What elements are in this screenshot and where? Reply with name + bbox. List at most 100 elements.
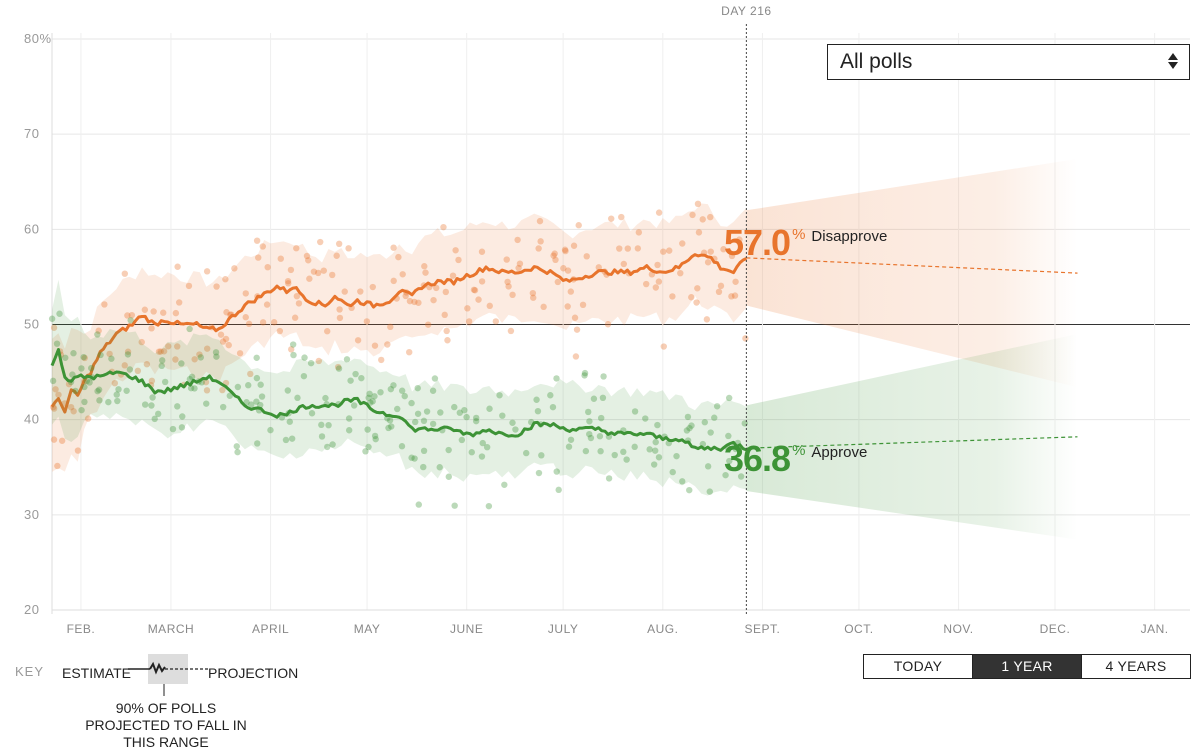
- approve-poll-dot: [86, 379, 93, 386]
- approve-poll-dot: [371, 393, 378, 400]
- range-4-years-button[interactable]: 4 YEARS: [1081, 655, 1190, 678]
- approve-poll-dot: [473, 414, 480, 422]
- approve-poll-dot: [49, 377, 57, 385]
- approve-poll-dot: [553, 468, 560, 475]
- disapprove-poll-dot: [225, 341, 232, 349]
- disapprove-poll-dot: [203, 387, 211, 394]
- approve-poll-dot: [722, 471, 729, 479]
- approve-poll-dot: [567, 436, 575, 443]
- approve-poll-dot: [437, 409, 444, 416]
- disapprove-poll-dot: [564, 267, 572, 274]
- disapprove-poll-dot: [433, 284, 440, 292]
- approve-poll-dot: [704, 463, 712, 470]
- approve-poll-dot: [620, 448, 627, 456]
- approve-poll-dot: [83, 377, 91, 385]
- approve-poll-dot: [420, 417, 428, 425]
- approve-poll-dot: [483, 443, 491, 451]
- disapprove-poll-dot: [390, 277, 397, 285]
- disapprove-poll-dot: [688, 294, 695, 301]
- disapprove-poll-dot: [247, 370, 254, 378]
- approve-poll-dot: [169, 425, 177, 433]
- poll-filter-value: All polls: [840, 50, 913, 73]
- disapprove-poll-dot: [430, 296, 437, 304]
- approve-poll-dot: [294, 394, 301, 402]
- disapprove-poll-dot: [150, 308, 157, 315]
- disapprove-poll-dot: [174, 343, 181, 350]
- disapprove-poll-dot: [732, 278, 739, 285]
- approve-poll-dot: [586, 430, 593, 438]
- disapprove-poll-dot: [515, 264, 522, 272]
- approve-poll-dot: [372, 435, 379, 443]
- approve-poll-dot: [523, 449, 530, 457]
- approve-poll-dot: [141, 401, 149, 408]
- approve-poll-dot: [534, 407, 542, 415]
- disapprove-poll-dot: [595, 264, 602, 271]
- poll-filter-select[interactable]: All polls: [827, 44, 1190, 80]
- disapprove-poll-dot: [655, 209, 663, 216]
- disapprove-poll-dot: [55, 391, 62, 398]
- approve-poll-dot: [258, 393, 266, 400]
- approve-poll-dot: [711, 414, 718, 421]
- approve-poll-dot: [533, 396, 540, 403]
- approve-poll-dot: [81, 398, 88, 406]
- disapprove-value: 57.0: [724, 222, 791, 263]
- disapprove-poll-dot: [537, 238, 544, 245]
- disapprove-poll-dot: [284, 277, 292, 285]
- approve-poll-dot: [124, 351, 132, 358]
- disapprove-poll-dot: [717, 282, 725, 290]
- disapprove-poll-dot: [475, 296, 482, 303]
- disapprove-poll-dot: [634, 245, 642, 252]
- disapprove-poll-dot: [203, 268, 211, 275]
- range-1-year-button[interactable]: 1 YEAR: [972, 655, 1081, 678]
- disapprove-poll-dot: [128, 311, 136, 319]
- approve-poll-dot: [322, 394, 329, 402]
- range-today-button[interactable]: TODAY: [893, 658, 943, 674]
- disapprove-poll-dot: [608, 215, 615, 222]
- disapprove-poll-dot: [731, 292, 739, 299]
- approve-poll-dot: [95, 386, 103, 393]
- approve-poll-dot: [651, 447, 659, 454]
- disapprove-poll-dot: [242, 290, 249, 297]
- approve-poll-dot: [737, 473, 745, 480]
- disapprove-poll-dot: [148, 325, 155, 332]
- approve-poll-dot: [387, 385, 395, 393]
- key-estimate-label: ESTIMATE: [62, 665, 131, 681]
- approve-poll-dot: [364, 426, 371, 433]
- y-tick-label: 60: [24, 221, 39, 236]
- disapprove-poll-dot: [572, 353, 580, 360]
- disapprove-poll-dot: [455, 256, 462, 264]
- disapprove-poll-dot: [567, 288, 575, 295]
- disapprove-poll-dot: [54, 462, 61, 470]
- approve-poll-dot: [233, 443, 240, 450]
- disapprove-poll-dot: [174, 263, 181, 270]
- disapprove-poll-dot: [616, 245, 623, 252]
- disapprove-poll-dot: [143, 361, 151, 368]
- approve-poll-dot: [126, 366, 134, 373]
- disapprove-poll-dot: [172, 309, 180, 317]
- disapprove-poll-dot: [124, 312, 131, 319]
- disapprove-poll-dot: [693, 299, 700, 306]
- approve-poll-dot: [611, 451, 618, 459]
- disapprove-poll-dot: [295, 300, 303, 307]
- disapprove-poll-dot: [185, 282, 193, 290]
- approve-poll-dot: [148, 402, 155, 409]
- disapprove-poll-dot: [336, 306, 343, 313]
- disapprove-poll-dot: [452, 247, 459, 254]
- approve-poll-dot: [596, 433, 604, 440]
- disapprove-poll-dot: [406, 348, 413, 356]
- disapprove-poll-dot: [471, 287, 479, 294]
- disapprove-poll-dot: [363, 318, 371, 325]
- disapprove-poll-dot: [222, 335, 230, 343]
- disapprove-poll-dot: [357, 288, 364, 295]
- approve-poll-dot: [365, 443, 372, 451]
- approve-poll-dot: [581, 372, 588, 379]
- approve-poll-dot: [226, 392, 233, 399]
- disapprove-poll-dot: [421, 263, 428, 270]
- disapprove-poll-dot: [202, 378, 210, 386]
- approve-poll-dot: [499, 412, 506, 419]
- disapprove-poll-dot: [204, 345, 211, 352]
- approve-poll-dot: [56, 310, 63, 317]
- key-projection-label: PROJECTION: [208, 665, 299, 681]
- approve-poll-dot: [70, 350, 77, 357]
- approve-poll-dot: [549, 403, 557, 411]
